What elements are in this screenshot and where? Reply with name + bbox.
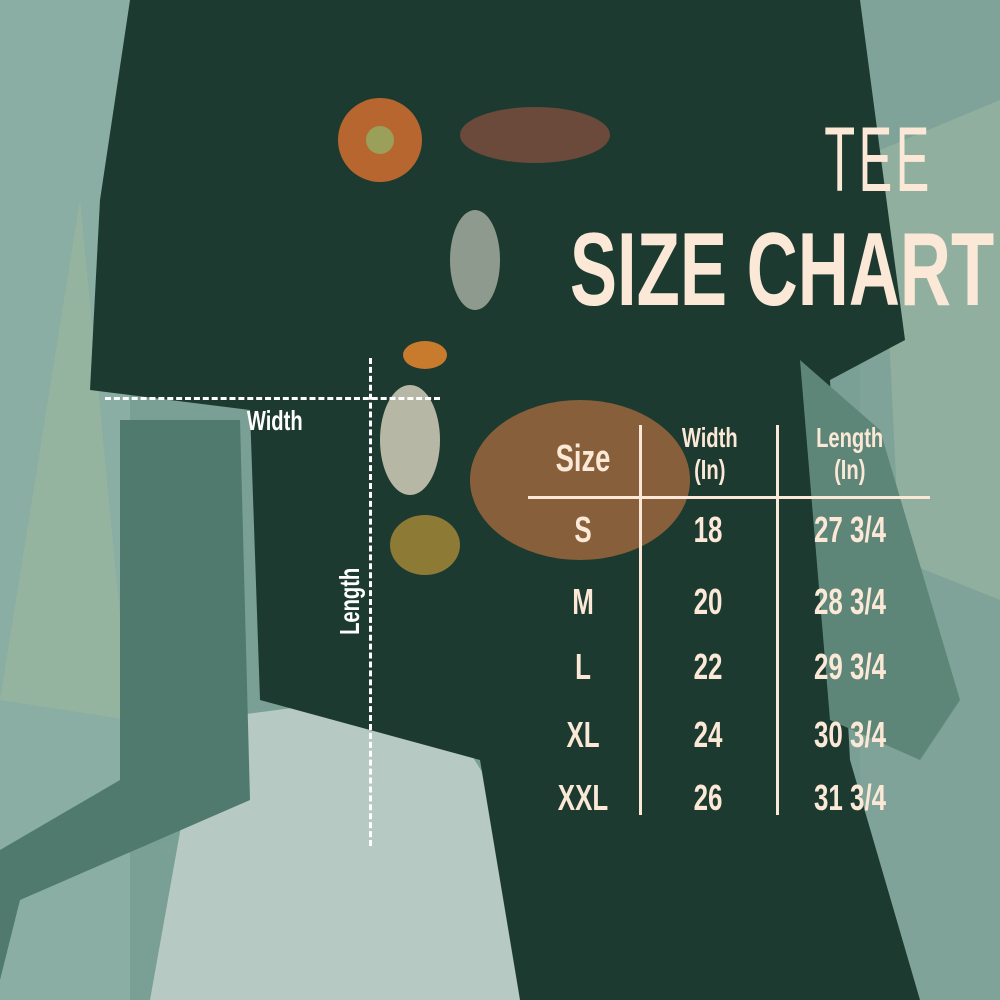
header-length: Length (In) xyxy=(816,422,884,485)
header-divider xyxy=(528,496,930,499)
cell-length: 30 3/4 xyxy=(813,714,887,755)
header-size: Size xyxy=(555,438,611,480)
cell-width: 22 xyxy=(693,646,723,687)
column-divider xyxy=(639,425,642,815)
length-measure-line xyxy=(369,358,372,846)
cell-size: S xyxy=(574,509,592,550)
cell-size: XL xyxy=(566,714,600,755)
header-width: Width (In) xyxy=(682,422,738,485)
cell-length: 31 3/4 xyxy=(813,777,887,818)
cell-length: 28 3/4 xyxy=(813,581,887,622)
cell-width: 24 xyxy=(693,714,723,755)
cell-width: 18 xyxy=(693,509,723,550)
column-divider xyxy=(776,425,779,815)
width-measure-line xyxy=(105,397,440,400)
title-size-chart: SIZE CHART xyxy=(569,212,995,328)
cell-size: M xyxy=(572,581,594,622)
cell-size: XXL xyxy=(557,777,609,818)
cell-length: 27 3/4 xyxy=(813,509,887,550)
cell-length: 29 3/4 xyxy=(813,646,887,687)
title-tee: TEE xyxy=(824,109,933,211)
width-measure-label: Width xyxy=(247,405,303,436)
length-measure-label: Length xyxy=(334,567,365,635)
cell-size: L xyxy=(575,646,591,687)
cell-width: 20 xyxy=(693,581,723,622)
cell-width: 26 xyxy=(693,777,723,818)
